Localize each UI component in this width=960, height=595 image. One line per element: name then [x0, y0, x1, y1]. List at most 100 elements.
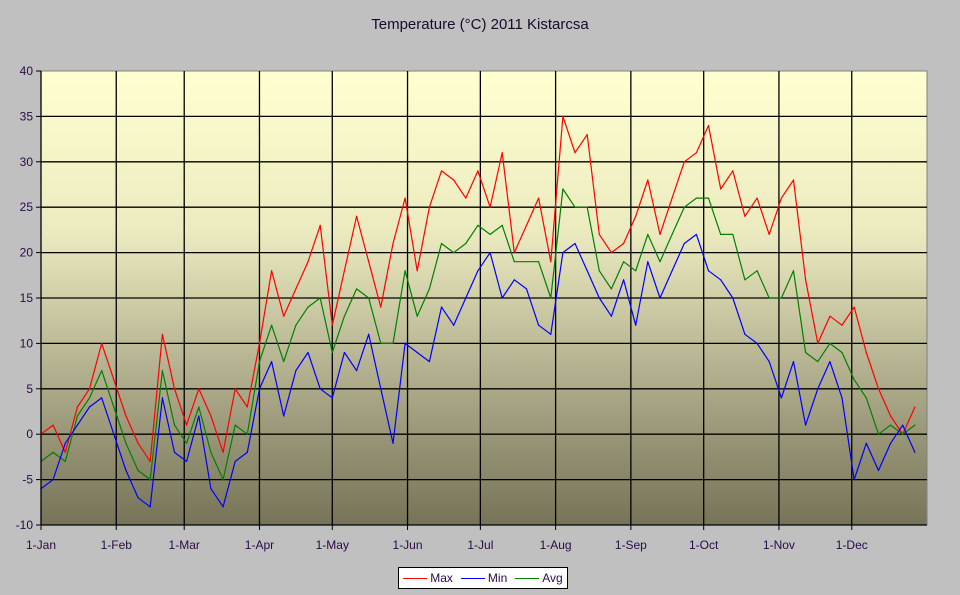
data-point-avg: [683, 206, 685, 208]
data-point-avg: [501, 224, 503, 226]
data-point-min: [246, 451, 248, 453]
x-tick-label: 1-Jul: [467, 538, 493, 552]
data-point-avg: [440, 242, 443, 245]
data-point-min: [768, 360, 770, 363]
x-tick-label: 1-Oct: [689, 538, 719, 552]
data-point-min: [52, 479, 54, 481]
data-point-max: [343, 270, 346, 272]
data-point-avg: [659, 261, 661, 263]
data-point-avg: [173, 424, 176, 426]
data-point-max: [574, 152, 576, 154]
data-point-max: [380, 306, 382, 308]
legend-swatch-min: [460, 577, 485, 579]
data-point-max: [173, 388, 176, 390]
y-tick-label: 5: [26, 382, 33, 396]
data-point-min: [258, 388, 261, 390]
data-point-min: [355, 370, 358, 372]
data-point-max: [744, 215, 746, 217]
data-point-avg: [368, 297, 370, 299]
y-tick-label: 15: [20, 291, 34, 305]
series-layer: [40, 115, 916, 508]
data-point-avg: [453, 252, 455, 254]
data-point-avg: [525, 261, 528, 263]
data-point-max: [331, 324, 333, 326]
data-point-min: [671, 270, 673, 272]
data-point-min: [198, 415, 200, 417]
data-point-avg: [586, 206, 588, 208]
data-point-min: [125, 469, 127, 472]
data-point-avg: [671, 233, 673, 236]
data-point-max: [453, 179, 455, 181]
data-point-max: [428, 206, 430, 208]
data-point-min: [271, 360, 273, 363]
data-point-avg: [52, 451, 54, 453]
data-point-max: [501, 152, 503, 154]
data-point-avg: [889, 424, 892, 426]
data-point-min: [756, 342, 758, 344]
data-point-avg: [732, 233, 734, 236]
data-point-max: [186, 424, 188, 426]
data-point-max: [889, 415, 892, 417]
data-point-min: [186, 460, 188, 463]
data-point-max: [562, 115, 564, 117]
data-point-min: [428, 360, 430, 363]
x-tick-label: 1-Sep: [615, 538, 647, 552]
data-point-min: [538, 324, 540, 326]
legend: Max Min Avg: [398, 567, 568, 589]
data-point-min: [550, 333, 552, 335]
data-point-max: [113, 379, 115, 381]
data-point-min: [416, 351, 418, 354]
data-point-min: [732, 297, 734, 299]
data-point-max: [355, 215, 358, 217]
data-point-max: [695, 152, 697, 154]
data-point-avg: [428, 288, 430, 290]
data-point-avg: [222, 479, 224, 481]
data-point-min: [720, 279, 722, 281]
data-point-avg: [343, 315, 346, 317]
data-point-avg: [635, 270, 637, 272]
data-point-avg: [756, 270, 758, 272]
data-point-min: [440, 306, 443, 308]
data-point-avg: [707, 197, 710, 199]
y-tick-label: 10: [20, 336, 34, 350]
data-point-max: [295, 288, 297, 290]
data-point-max: [234, 388, 236, 390]
data-point-avg: [125, 442, 127, 444]
data-point-max: [817, 342, 819, 344]
data-point-avg: [817, 360, 819, 363]
data-point-min: [465, 297, 467, 299]
data-point-max: [64, 451, 66, 453]
y-tick-label: -5: [22, 473, 33, 487]
data-point-max: [622, 242, 625, 245]
data-point-avg: [610, 288, 613, 290]
legend-item-avg: Avg: [515, 571, 563, 585]
data-point-avg: [744, 279, 746, 281]
legend-swatch-max: [403, 577, 428, 579]
data-point-avg: [246, 433, 248, 435]
data-point-min: [744, 333, 746, 335]
data-point-min: [865, 442, 867, 444]
data-point-max: [368, 261, 370, 263]
data-point-max: [392, 242, 394, 245]
data-point-max: [877, 388, 880, 390]
data-point-max: [914, 406, 916, 408]
legend-label-min: Min: [487, 571, 508, 585]
data-point-min: [853, 479, 855, 481]
data-point-max: [88, 388, 91, 390]
data-point-min: [113, 433, 115, 435]
data-point-max: [586, 133, 588, 136]
y-tick-label: 20: [20, 246, 34, 260]
data-point-min: [707, 270, 710, 272]
data-point-min: [586, 270, 588, 272]
data-point-avg: [380, 342, 382, 344]
data-point-min: [889, 442, 892, 444]
data-point-avg: [137, 469, 139, 472]
data-point-min: [780, 397, 782, 399]
data-point-avg: [234, 424, 236, 426]
data-point-avg: [574, 206, 576, 208]
data-point-max: [283, 315, 285, 317]
data-point-avg: [513, 261, 515, 263]
data-point-avg: [841, 351, 843, 354]
data-point-min: [477, 270, 479, 272]
data-point-avg: [538, 261, 540, 263]
